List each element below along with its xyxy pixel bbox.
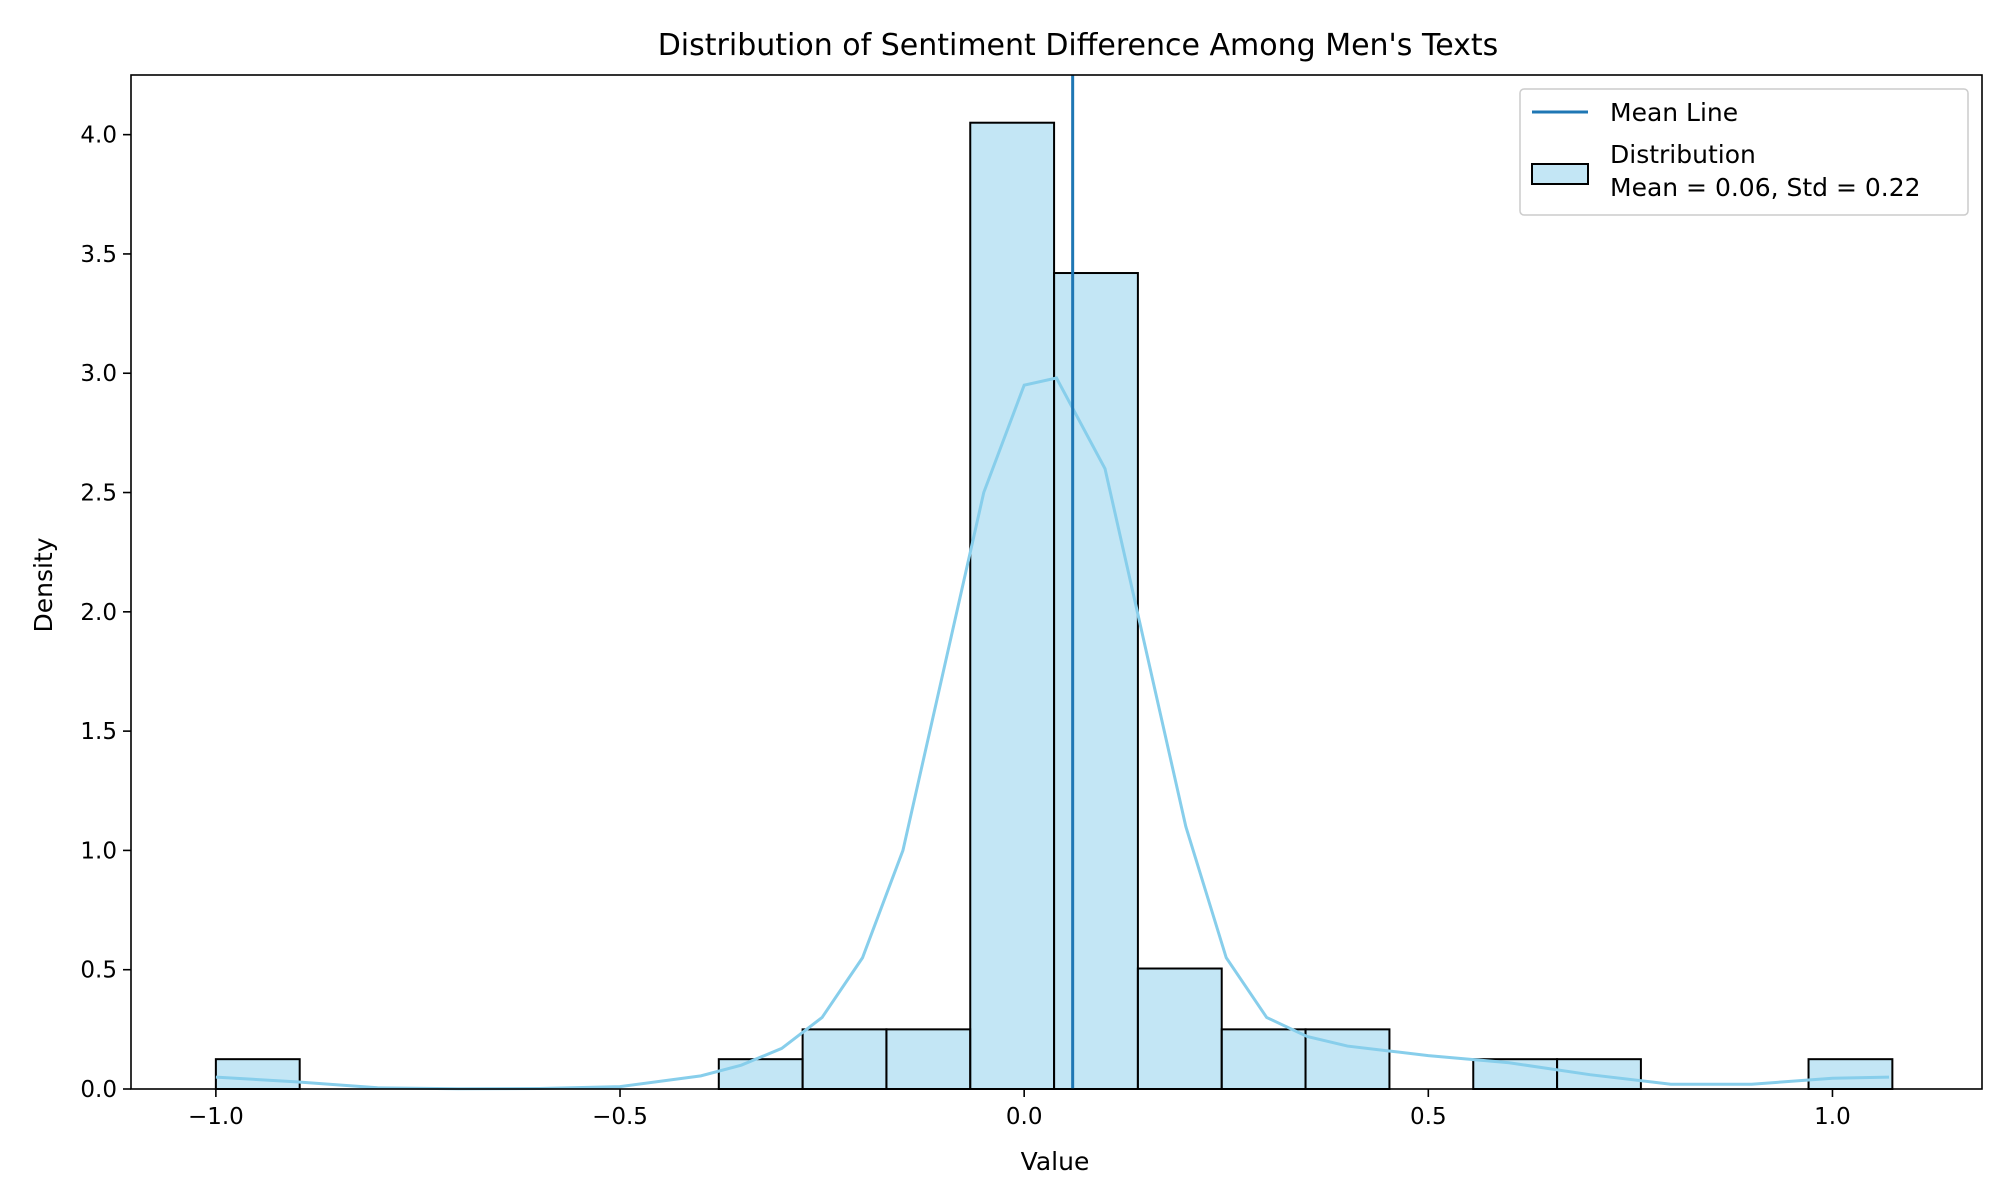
y-axis-label: Density: [29, 537, 58, 632]
y-axis-ticks: 0.0 0.5 1.0 1.5 2.0 2.5 3.0 3.5 4.0: [80, 123, 131, 1103]
histogram-bar: [1220, 1028, 1307, 1090]
y-tick-label: 0.0: [80, 1077, 117, 1103]
legend-mean-line-label: Mean Line: [1610, 98, 1738, 127]
legend: Mean Line Distribution Mean = 0.06, Std …: [1519, 88, 1969, 216]
x-axis-label: Value: [1021, 1147, 1090, 1176]
y-tick-label: 2.0: [80, 600, 117, 626]
axes-frame: [130, 74, 1983, 1090]
histogram-bar: [801, 1028, 888, 1090]
x-tick-label: 0.0: [1006, 1104, 1043, 1130]
y-tick-label: 1.5: [80, 719, 117, 745]
y-tick-label: 2.5: [80, 481, 117, 507]
histogram-bar: [1807, 1058, 1894, 1091]
kde-curve: [215, 376, 1890, 1091]
histogram-bar: [969, 121, 1056, 1090]
legend-distribution-swatch: [1531, 163, 1589, 185]
legend-distribution-stats: Mean = 0.06, Std = 0.22: [1610, 173, 1921, 202]
y-tick-label: 1.0: [80, 838, 117, 864]
legend-distribution-label: Distribution: [1610, 140, 1756, 169]
histogram-bar: [1556, 1058, 1642, 1091]
legend-box: [1519, 88, 1969, 216]
x-tick-label: −1.0: [188, 1104, 244, 1130]
x-tick-label: 0.5: [1410, 1104, 1447, 1130]
histogram-bar: [1136, 967, 1223, 1090]
x-tick-label: −0.5: [592, 1104, 648, 1130]
histogram-bar: [885, 1028, 972, 1090]
x-tick-label: 1.0: [1814, 1104, 1851, 1130]
chart-title: Distribution of Sentiment Difference Amo…: [658, 28, 1499, 63]
histogram-bar: [214, 1058, 301, 1091]
y-tick-label: 4.0: [80, 123, 117, 149]
x-axis-ticks: −1.0 −0.5 0.0 0.5 1.0: [188, 1089, 1851, 1130]
y-tick-label: 3.0: [80, 361, 117, 387]
histogram-bar: [717, 1058, 804, 1091]
y-tick-label: 3.5: [80, 242, 117, 268]
y-tick-label: 0.5: [80, 958, 117, 984]
